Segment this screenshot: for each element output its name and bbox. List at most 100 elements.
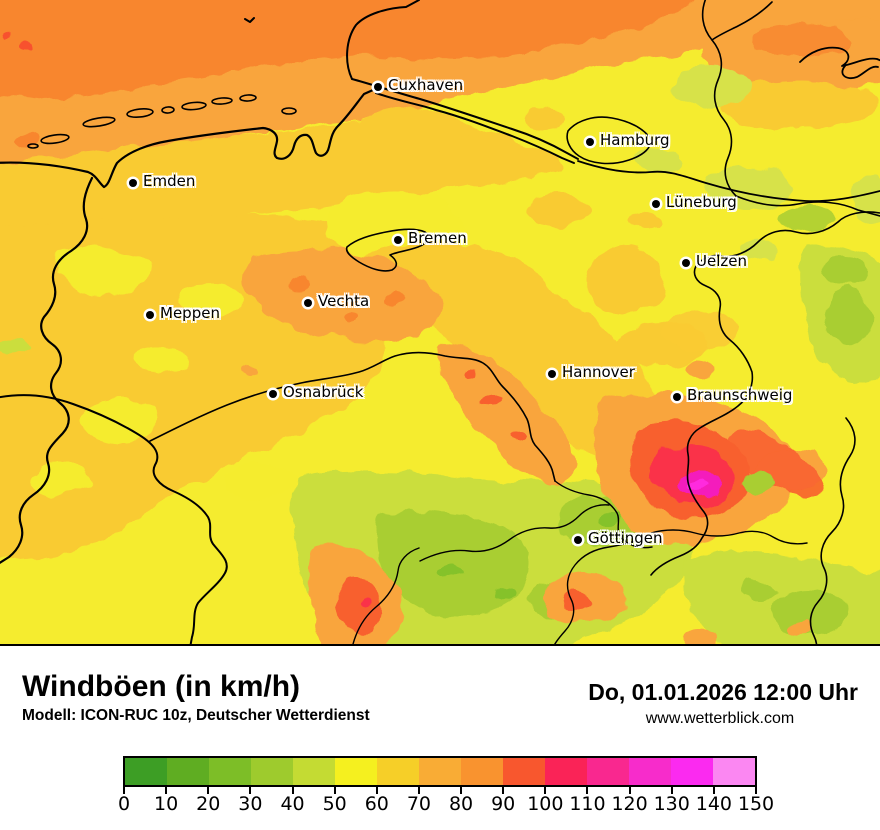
legend-tick-label: 50	[322, 793, 347, 815]
legend-tick-label: 40	[280, 793, 305, 815]
legend-tick	[123, 787, 125, 794]
website-url: www.wetterblick.com	[645, 710, 795, 727]
legend-cell	[587, 758, 629, 785]
baltic-coast-1	[799, 46, 880, 67]
legend-tick-label: 0	[117, 793, 131, 815]
legend-cell	[251, 758, 293, 785]
legend-cell	[713, 758, 755, 785]
legend-tick-label: 10	[154, 793, 179, 815]
legend-tick	[291, 787, 294, 794]
legend-tick	[628, 787, 631, 794]
city-dot-icon	[682, 259, 690, 267]
city-dot-icon	[146, 311, 154, 319]
city-label: Bremen	[408, 229, 467, 247]
teutoburg-border	[149, 351, 556, 482]
city-label: Hamburg	[600, 131, 670, 149]
legend-cell	[629, 758, 671, 785]
frisian-islands	[27, 94, 297, 149]
saxony-anhalt-border	[650, 211, 880, 576]
north-sea-coast	[346, 0, 420, 80]
model-info: Modell: ICON-RUC 10z, Deutscher Wetterdi…	[22, 707, 370, 724]
hamburg-boundary	[566, 116, 652, 165]
city-dot-icon	[586, 138, 594, 146]
city-dot-icon	[129, 179, 137, 187]
bremen-boundary	[345, 228, 430, 272]
city-dot-icon	[374, 83, 382, 91]
legend-tick	[544, 787, 547, 794]
lueneburg-east-border	[735, 195, 880, 217]
schleswig-mecklenburg-border	[701, 0, 737, 197]
city-label: Meppen	[160, 304, 220, 322]
city-dot-icon	[304, 299, 312, 307]
valid-datetime: Do, 01.01.2026 12:00 Uhr	[588, 679, 858, 705]
legend-tick	[417, 787, 420, 794]
legend-cell	[377, 758, 419, 785]
legend-tick	[586, 787, 589, 794]
city-dot-icon	[574, 536, 582, 544]
legend-tick-label: 80	[448, 793, 474, 815]
legend-tick-label: 120	[611, 793, 648, 815]
city-dot-icon	[269, 390, 277, 398]
legend-tick	[333, 787, 336, 794]
legend-tick	[165, 787, 168, 794]
legend-tick	[375, 787, 378, 794]
legend-cell	[125, 758, 167, 785]
elbe-south-bank	[375, 92, 575, 164]
legend-tick-label: 30	[238, 793, 263, 815]
map-canvas: Cuxhaven Hamburg Emden Lüneburg Bremen U…	[0, 0, 880, 646]
legend-cell	[335, 758, 377, 785]
south-border-1	[352, 547, 420, 644]
city-dot-icon	[652, 200, 660, 208]
elbe-river	[577, 160, 880, 203]
page-title: Windböen (in km/h)	[22, 670, 301, 703]
legend-cell	[209, 758, 251, 785]
legend-cell	[545, 758, 587, 785]
legend-cell	[167, 758, 209, 785]
legend-tick-label: 140	[695, 793, 732, 815]
legend-cell	[293, 758, 335, 785]
wind-gust-map	[0, 0, 880, 644]
legend-bar	[123, 756, 757, 787]
legend-tick-label: 150	[737, 793, 775, 815]
city-dot-icon	[673, 393, 681, 401]
goettingen-east-border	[650, 529, 808, 545]
legend-tick	[712, 787, 715, 794]
baltic-coast-2	[841, 65, 879, 79]
legend-cell	[503, 758, 545, 785]
city-label: Osnabrück	[283, 383, 364, 401]
thuringia-border	[809, 417, 856, 644]
legend-cell	[671, 758, 713, 785]
legend-tick	[460, 787, 463, 794]
legend-tick-label: 130	[653, 793, 690, 815]
wind-contour-layer	[0, 0, 880, 644]
coastline	[0, 88, 375, 189]
city-label: Braunschweig	[687, 386, 793, 404]
legend-cell	[461, 758, 503, 785]
legend-tick	[502, 787, 505, 794]
city-layer: Cuxhaven Hamburg Emden Lüneburg Bremen U…	[129, 76, 793, 547]
legend-tick	[249, 787, 252, 794]
border-connector	[711, 1, 773, 41]
islet-mark	[244, 17, 255, 23]
city-label: Lüneburg	[666, 193, 737, 211]
city-dot-icon	[394, 236, 402, 244]
netherlands-border	[0, 176, 94, 565]
city-label: Cuxhaven	[388, 76, 464, 94]
goettingen-south-border	[554, 534, 652, 644]
legend-tick-label: 20	[196, 793, 221, 815]
legend-tick	[670, 787, 673, 794]
nrw-border	[0, 394, 228, 644]
legend-cell	[419, 758, 461, 785]
city-label: Uelzen	[696, 252, 747, 270]
legend-tick	[755, 787, 757, 794]
legend-tick-label: 100	[527, 793, 564, 815]
elbe-north-bank	[351, 78, 579, 160]
legend-tick	[207, 787, 210, 794]
legend-tick-label: 60	[364, 793, 389, 815]
border-layer	[0, 0, 880, 644]
weser-hills-border	[419, 504, 610, 562]
legend-tick-label: 90	[491, 793, 516, 815]
legend-tick-label: 70	[406, 793, 432, 815]
legend-tick-label: 110	[569, 793, 606, 815]
